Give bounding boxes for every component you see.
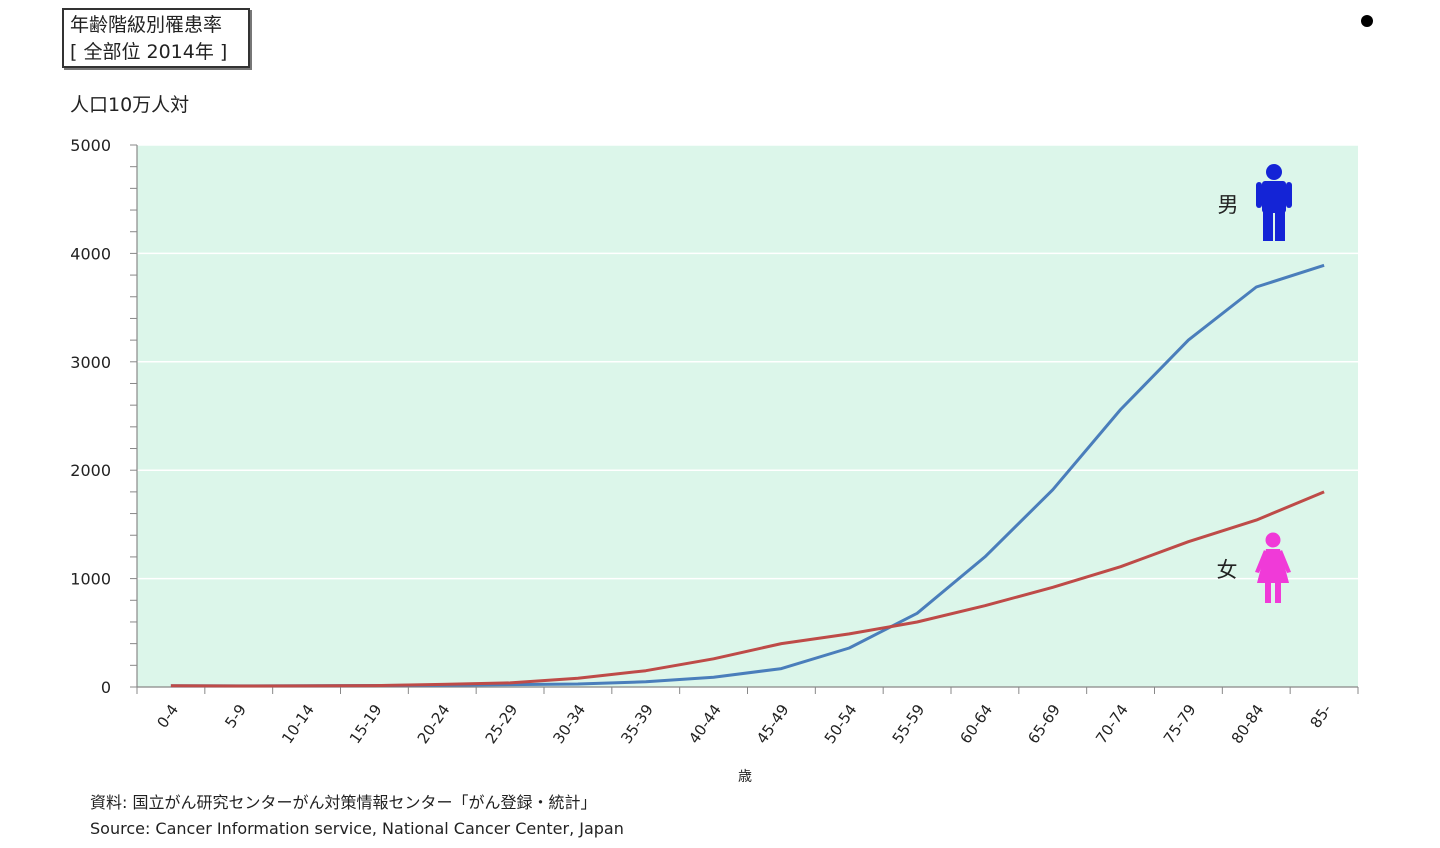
x-tick-label: 25-29 [482, 701, 522, 747]
x-tick-label: 70-74 [1092, 701, 1132, 747]
y-tick-label: 3000 [70, 353, 111, 372]
source-english: Source: Cancer Information service, Nati… [90, 819, 624, 838]
legend-label-male: 男 [1218, 193, 1239, 217]
x-tick-label: 80-84 [1228, 701, 1268, 747]
legend-label-female: 女 [1217, 558, 1238, 582]
x-tick-label: 45-49 [753, 701, 793, 747]
x-tick-label: 85- [1307, 701, 1336, 731]
y-tick-label: 0 [101, 678, 111, 697]
man-icon [1256, 164, 1292, 241]
x-tick-label: 55-59 [889, 701, 929, 747]
chart-subtitle: [ 全部位 2014年 ] [70, 41, 228, 63]
x-tick-label: 65-69 [1024, 701, 1064, 747]
x-tick-label: 10-14 [278, 701, 318, 747]
x-tick-label: 40-44 [685, 701, 725, 747]
y-tick-label: 5000 [70, 136, 111, 155]
y-tick-label: 4000 [70, 244, 111, 263]
x-tick-label: 5-9 [221, 701, 250, 731]
y-tick-label: 1000 [70, 570, 111, 589]
x-tick-label: 75-79 [1160, 701, 1200, 747]
x-tick-label: 20-24 [414, 701, 454, 747]
y-tick-label: 2000 [70, 461, 111, 480]
woman-icon [1255, 532, 1291, 603]
series-line-female [170, 490, 1325, 688]
source-japanese: 資料: 国立がん研究センターがん対策情報センター「がん登録・統計」 [90, 793, 597, 812]
x-tick-label: 0-4 [153, 701, 182, 731]
x-axis-label: 歳 [738, 769, 752, 785]
x-tick-label: 15-19 [346, 701, 386, 747]
x-tick-label: 35-39 [617, 701, 657, 747]
chart-title: 年齢階級別罹患率 [70, 14, 223, 36]
source-footer: 資料: 国立がん研究センターがん対策情報センター「がん登録・統計」 Source… [90, 790, 624, 842]
bullet-dot [1361, 15, 1373, 27]
x-tick-label: 50-54 [821, 701, 861, 747]
chart-title-box: 年齢階級別罹患率 [ 全部位 2014年 ] [62, 8, 250, 68]
x-tick-label: 30-34 [549, 701, 589, 747]
x-tick-label: 60-64 [956, 701, 996, 747]
plot-area [137, 145, 1358, 687]
y-axis-unit-label: 人口10万人対 [70, 94, 190, 116]
